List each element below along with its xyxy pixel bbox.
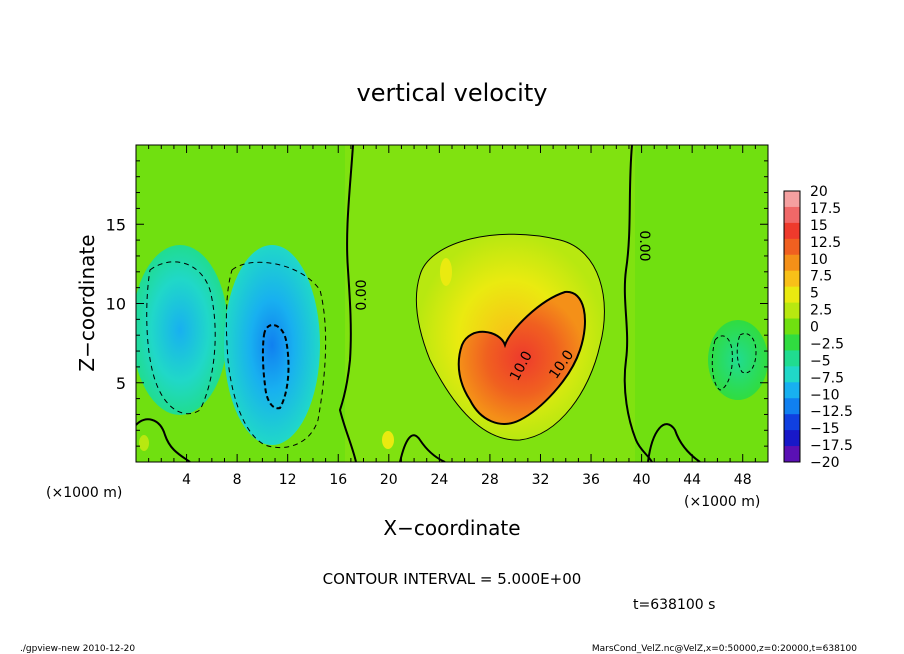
x-tick-label: 40 (633, 472, 651, 488)
x-tick-label: 8 (233, 472, 242, 488)
colorbar-swatch (784, 238, 800, 256)
colorbar-swatch (784, 286, 800, 304)
y-tick-label: 15 (106, 215, 126, 234)
x-axis-label: X−coordinate (383, 516, 520, 540)
colorbar-label: −15 (810, 421, 840, 437)
colorbar-swatch (784, 446, 800, 463)
x-tick-label: 48 (734, 472, 752, 488)
colorbar-label: 2.5 (810, 303, 832, 319)
colorbar-label: −2.5 (810, 336, 844, 352)
x-tick-label: 44 (683, 472, 701, 488)
colorbar-swatch (784, 382, 800, 399)
updraft-speck (440, 258, 452, 286)
five-contour (415, 233, 605, 441)
updraft-speck (382, 431, 394, 449)
plot-area: 0.00 0.00 10.0 10.0 (136, 145, 768, 462)
colorbar-label: 5 (810, 286, 819, 302)
colorbar-label: −7.5 (810, 370, 844, 386)
colorbar-label: 12.5 (810, 235, 841, 251)
x-tick-label: 4 (182, 472, 191, 488)
updraft-speck (139, 435, 149, 451)
zero-contour-east (623, 145, 653, 462)
colorbar-swatch (784, 191, 800, 208)
x-tick-label: 32 (532, 472, 550, 488)
colorbar-label: −20 (810, 455, 840, 471)
colorbar-label: 7.5 (810, 269, 832, 285)
zero-contour-west (338, 145, 357, 462)
contour-interval: CONTOUR INTERVAL = 5.000E+00 (323, 570, 582, 588)
colorbar-swatch (784, 350, 800, 367)
contour-lines (136, 145, 757, 462)
x-unit-left: (×1000 m) (46, 485, 122, 501)
x-tick-label: 12 (279, 472, 297, 488)
colorbar-label: −10 (810, 387, 840, 403)
chart-title: vertical velocity (357, 79, 548, 107)
colorbar-label: −17.5 (810, 438, 853, 454)
footer-left: ./gpview-new 2010-12-20 (20, 644, 135, 654)
x-unit-right: (×1000 m) (684, 494, 760, 510)
contour-label: 0.00 (354, 279, 370, 310)
negative-contour-central (225, 261, 327, 449)
colorbar-label: −5 (810, 353, 831, 369)
colorbar-swatch (784, 270, 800, 288)
footer-right: MarsCond_VelZ.nc@VelZ,x=0:50000,z=0:2000… (592, 644, 857, 654)
colorbar-swatch (784, 366, 800, 383)
contour-label: 0.00 (636, 230, 652, 261)
time-label: t=638100 s (633, 597, 715, 613)
negative-contour-east (711, 335, 733, 391)
y-axis-label: Z−coordinate (75, 234, 99, 371)
x-tick-label: 20 (380, 472, 398, 488)
colorbar-swatch (784, 334, 800, 351)
colorbar-swatch (784, 430, 800, 447)
colorbar-label: 17.5 (810, 201, 841, 217)
colorbar-swatch (784, 318, 800, 335)
colorbar-frame (783, 190, 801, 463)
x-tick-label: 28 (481, 472, 499, 488)
y-axis: 5 10 15 (106, 160, 768, 447)
ten-contour (457, 290, 586, 425)
colorbar-label: 20 (810, 184, 828, 200)
colorbar-label: 10 (810, 252, 828, 268)
negative-contour-east2 (736, 333, 757, 374)
downdraft-west-region (136, 245, 228, 415)
y-tick-label: 10 (106, 295, 126, 314)
colorbar-swatch (784, 206, 800, 224)
x-axis: 4 8 12 16 20 24 28 32 36 40 44 48 (148, 145, 756, 488)
bottom-contour-right (647, 423, 701, 462)
colorbar: 2017.51512.5107.552.50−2.5−5−7.5−10−12.5… (783, 184, 853, 471)
colorbar-swatch (784, 254, 800, 272)
colorbar-label: 0 (810, 320, 819, 336)
downdraft-central-region (224, 245, 320, 445)
bottom-contour-left (136, 418, 191, 462)
y-tick-label: 5 (116, 374, 126, 393)
colorbar-swatch (784, 222, 800, 240)
x-tick-label: 24 (430, 472, 448, 488)
colorbar-label: −12.5 (810, 404, 853, 420)
bottom-contour-mid (399, 434, 446, 462)
colorbar-swatch (784, 302, 800, 320)
colorbar-swatch (784, 414, 800, 431)
x-tick-label: 16 (329, 472, 347, 488)
x-tick-label: 36 (582, 472, 600, 488)
updraft-core-region (458, 291, 585, 424)
colorbar-swatch (784, 398, 800, 415)
negative-contour-core (261, 324, 290, 410)
colorbar-label: 15 (810, 218, 828, 234)
